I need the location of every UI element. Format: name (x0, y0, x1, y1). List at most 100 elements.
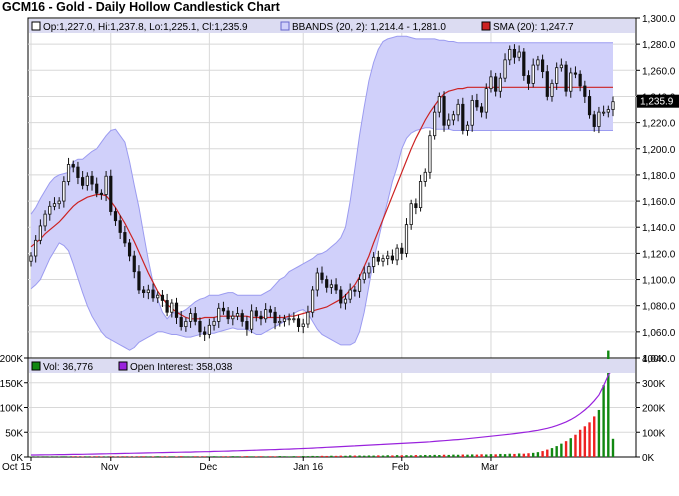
volume-bar (128, 456, 131, 457)
candle-body (132, 255, 136, 273)
volume-bar (156, 456, 159, 457)
date-tick-label: Feb (392, 462, 410, 473)
candle-body (376, 256, 380, 262)
candlestick (62, 176, 66, 208)
candlestick (315, 267, 319, 297)
volume-legend-bar (29, 359, 635, 373)
candlestick (447, 113, 451, 130)
candle-body (390, 255, 395, 261)
candlestick (456, 99, 460, 122)
candle-body (484, 88, 488, 113)
volume-bar (330, 455, 333, 457)
candlestick (587, 89, 592, 119)
date-tick-label: Oct 15 (2, 462, 32, 473)
candlestick (217, 303, 221, 328)
candlestick (400, 242, 404, 260)
price-tick-label: 1,280.0 (642, 40, 676, 51)
volume-bar (475, 454, 479, 457)
candle-body (254, 310, 258, 317)
price-tick-label: 1,180.0 (642, 171, 676, 182)
candle-body (404, 224, 409, 254)
candlestick (362, 266, 366, 284)
candlestick (296, 314, 301, 332)
volume-bar (241, 456, 244, 457)
volume-bar (532, 452, 535, 457)
candle-body (564, 64, 568, 92)
candle-body (165, 300, 169, 313)
volume-bar (574, 434, 577, 457)
volume-bar (72, 456, 75, 457)
volume-bar (494, 454, 497, 457)
price-axis: 1,040.0 1,060.0 1,080.0 1,100.0 1,120.0 1,140… (636, 14, 676, 365)
candlestick (43, 210, 47, 232)
volume-bar (189, 456, 192, 457)
candle-body (522, 51, 526, 76)
price-tick-label: 1,260.0 (642, 66, 676, 77)
candle-body (489, 76, 493, 90)
volume-bar (250, 456, 253, 457)
candlestick (184, 317, 188, 332)
candle-body (193, 313, 197, 322)
volume-bar (334, 455, 338, 457)
candle-body (296, 318, 301, 328)
volume-bar (320, 455, 324, 457)
price-tick-label: 1,300.0 (642, 14, 676, 25)
candlestick (264, 303, 268, 323)
candlestick (573, 66, 578, 79)
bollinger-band-area (30, 35, 613, 351)
candlestick (207, 318, 211, 339)
candle-body (90, 175, 94, 185)
candle-body (583, 85, 587, 97)
volume-bar (546, 449, 549, 457)
volume-bar (269, 456, 272, 457)
volume-bar (161, 456, 164, 457)
ohlc-legend: Op:1,227.0, Hi:1,237.8, Lo:1,225.1, Cl:1… (43, 22, 248, 33)
candle-body (526, 75, 531, 84)
candlestick (127, 239, 132, 262)
volume-bar (48, 456, 51, 458)
volume-bar (100, 456, 103, 457)
candle-body (268, 309, 272, 313)
candlestick (475, 93, 479, 111)
candle-body (597, 111, 601, 127)
volume-legend: Vol: 36,776 Open Interest: 358,038 (29, 359, 635, 373)
volume-bar (424, 454, 427, 457)
candle-body (203, 331, 207, 335)
volume-axes: 0K 50K 100K 150K 200K 0K 100K 200K 300K 400K (0, 354, 666, 464)
volume-bar (90, 456, 94, 458)
sma-path (30, 86, 613, 320)
volume-bar (480, 454, 483, 457)
volume-bar (194, 456, 197, 457)
candlestick (479, 103, 484, 118)
volume-bar (226, 456, 230, 457)
volume-bar (564, 441, 568, 457)
candlestick (292, 312, 296, 323)
candlestick (494, 72, 498, 97)
candlestick (437, 92, 441, 118)
candle-body (573, 72, 578, 75)
price-tick-label: 1,120.0 (642, 249, 676, 260)
candlestick (221, 301, 226, 315)
volume-bar (602, 385, 605, 457)
candlestick (508, 45, 512, 66)
candle-body (475, 99, 479, 108)
volume-bar (358, 455, 361, 457)
volume-bar (39, 456, 42, 458)
candlestick (156, 291, 160, 304)
candlestick (555, 62, 559, 90)
volume-bar (367, 455, 371, 457)
candlestick (38, 219, 42, 245)
candle-body (348, 289, 352, 300)
volume-bar (325, 455, 328, 457)
candlestick (34, 235, 38, 263)
candle-body (456, 103, 460, 116)
volume-bar (217, 456, 220, 457)
volume-bar (442, 454, 446, 457)
candlestick (414, 198, 418, 215)
candlestick (259, 310, 263, 326)
candle-body (414, 203, 418, 209)
open-interest-path (31, 368, 614, 456)
bollinger-upper-line (30, 35, 613, 320)
candlestick (465, 121, 470, 136)
volume-bar (175, 456, 178, 457)
